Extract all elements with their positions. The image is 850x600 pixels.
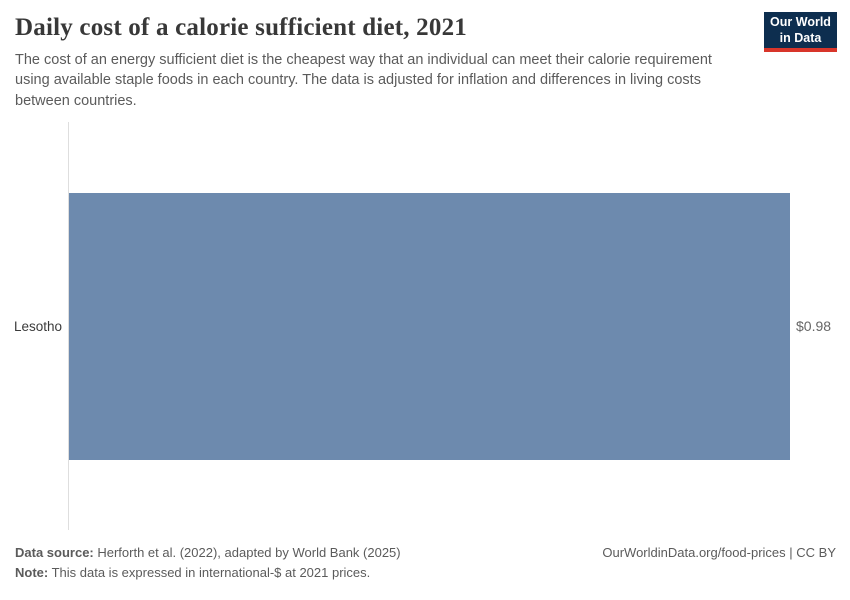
footer-attribution[interactable]: OurWorldinData.org/food-prices | CC BY (602, 545, 836, 560)
owid-logo-line2: in Data (779, 30, 822, 45)
note-line: Note: This data is expressed in internat… (15, 563, 401, 583)
chart-footer: Data source: Herforth et al. (2022), ada… (15, 543, 836, 583)
owid-logo-line1: Our World (770, 15, 831, 29)
bar-lesotho[interactable] (69, 193, 790, 460)
chart-subtitle: The cost of an energy sufficient diet is… (15, 52, 712, 109)
chart-title: Daily cost of a calorie sufficient diet,… (15, 14, 467, 41)
footer-source-note: Data source: Herforth et al. (2022), ada… (15, 543, 401, 583)
note-label: Note: (15, 565, 49, 580)
note-text: This data is expressed in international-… (48, 565, 371, 580)
value-label-lesotho: $0.98 (796, 318, 832, 334)
data-source-label: Data source: (15, 545, 94, 560)
data-source-text: Herforth et al. (2022), adapted by World… (93, 545, 401, 560)
owid-logo[interactable]: Our World in Data (764, 12, 837, 53)
chart-header: Daily cost of a calorie sufficient diet,… (15, 12, 837, 111)
data-source-line: Data source: Herforth et al. (2022), ada… (15, 543, 401, 563)
y-axis-line (68, 122, 69, 530)
entity-label-lesotho[interactable]: Lesotho (13, 319, 62, 334)
